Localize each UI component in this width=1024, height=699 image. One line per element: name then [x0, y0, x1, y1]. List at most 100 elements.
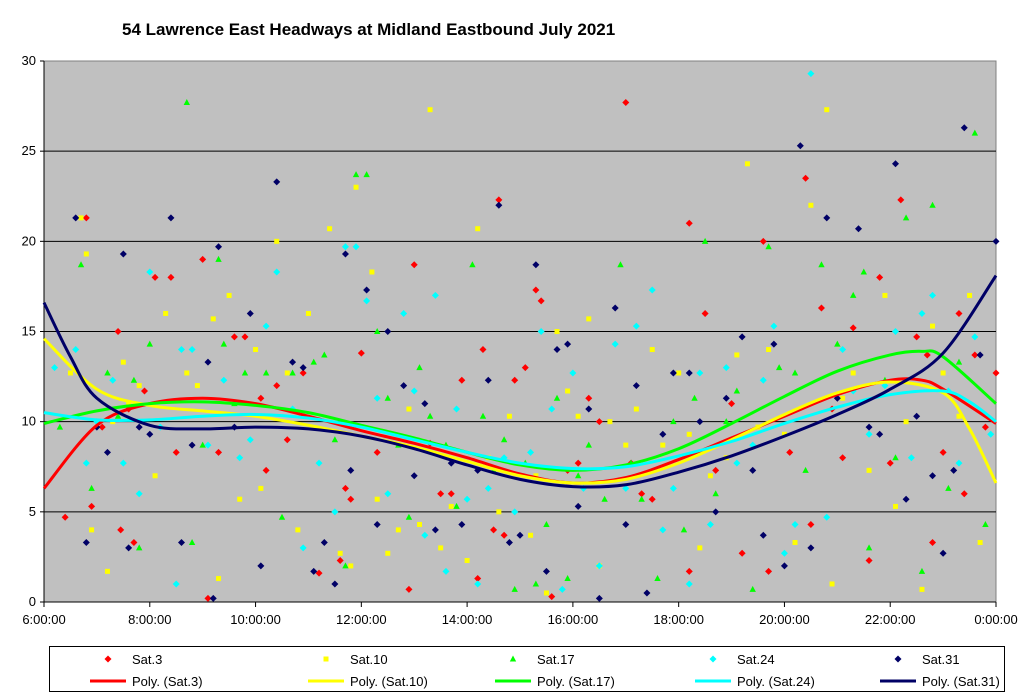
data-point	[882, 292, 888, 298]
data-point	[194, 383, 200, 389]
data-point	[733, 387, 741, 394]
data-point	[342, 562, 349, 569]
data-point	[775, 364, 783, 371]
data-point	[363, 171, 370, 178]
data-point	[807, 520, 815, 528]
data-point	[807, 70, 815, 78]
data-point	[574, 502, 582, 510]
legend-line	[695, 679, 731, 683]
data-point	[839, 346, 847, 354]
data-point	[834, 340, 841, 347]
data-point	[496, 509, 502, 515]
data-point	[791, 369, 799, 376]
trendlines	[42, 274, 998, 490]
data-point	[564, 340, 572, 348]
scatter-chart: 0 5 10 15 20 25 30 6:00:00 8:00:00 10:00:00 12:00…	[22, 53, 1018, 627]
data-point	[310, 567, 318, 575]
data-point	[532, 261, 540, 269]
data-point	[553, 346, 561, 354]
data-point	[320, 538, 328, 546]
data-point	[427, 107, 433, 113]
data-point	[648, 495, 656, 503]
data-point	[135, 490, 143, 498]
data-point	[632, 382, 640, 390]
data-point	[119, 250, 127, 258]
data-point	[89, 527, 95, 533]
data-point	[341, 484, 349, 492]
data-point	[352, 243, 360, 251]
data-point	[955, 358, 963, 365]
data-point	[289, 369, 296, 376]
data-point	[918, 567, 926, 574]
data-point	[78, 215, 84, 221]
data-point	[971, 129, 979, 136]
data-point	[83, 251, 89, 257]
data-point	[246, 436, 254, 444]
data-point	[51, 364, 59, 372]
data-point	[791, 520, 799, 528]
data-point	[126, 401, 132, 407]
data-point	[410, 261, 418, 269]
data-point	[500, 436, 508, 443]
data-point	[807, 544, 815, 552]
data-point	[172, 580, 180, 588]
data-point	[262, 322, 270, 330]
data-point	[327, 226, 333, 232]
legend-marker-shape	[709, 655, 717, 663]
data-point	[738, 333, 746, 341]
data-point	[712, 466, 720, 474]
data-point	[886, 459, 894, 467]
data-point	[374, 496, 380, 502]
data-point	[140, 387, 148, 395]
data-point	[902, 214, 910, 221]
data-point	[289, 358, 297, 366]
data-point	[82, 538, 90, 546]
legend-row-trendlines: Poly. (Sat.3) Poly. (Sat.10) Poly. (Sat.17…	[50, 670, 1004, 692]
data-point	[274, 238, 280, 244]
data-point	[849, 324, 857, 332]
data-point	[765, 243, 772, 250]
data-point	[463, 495, 471, 503]
legend-label: Poly. (Sat.24)	[737, 673, 815, 689]
data-point	[458, 376, 466, 384]
data-point	[759, 237, 767, 245]
legend-line	[308, 679, 344, 683]
x-tick-label: 12:00:00	[336, 612, 387, 627]
legend-marker-shape	[509, 655, 517, 662]
data-point	[373, 448, 381, 456]
data-point	[511, 508, 519, 516]
y-tick-label: 15	[22, 324, 36, 339]
data-point	[511, 376, 519, 384]
data-point	[88, 502, 96, 510]
legend-label: Poly. (Sat.10)	[350, 673, 428, 689]
data-point	[385, 550, 391, 556]
legend-item: Poly. (Sat.3)	[90, 670, 203, 692]
data-point	[369, 269, 375, 275]
data-point	[669, 369, 677, 377]
data-point	[135, 423, 143, 431]
data-point	[395, 527, 401, 533]
data-point	[892, 328, 900, 335]
data-point	[72, 214, 80, 222]
gridlines	[44, 150, 996, 513]
data-point	[215, 243, 223, 251]
data-point	[633, 406, 639, 412]
data-point	[104, 568, 110, 574]
data-point	[850, 370, 856, 376]
data-point	[977, 539, 983, 545]
data-point	[188, 441, 196, 449]
data-point	[728, 400, 736, 408]
data-point	[543, 590, 549, 596]
data-point	[447, 490, 455, 498]
data-point	[930, 323, 936, 329]
data-point	[918, 309, 926, 317]
data-point	[982, 520, 989, 527]
data-point	[469, 261, 476, 268]
data-point	[347, 495, 355, 503]
data-point	[505, 538, 513, 546]
data-point	[722, 394, 730, 402]
data-point	[410, 472, 418, 480]
data-point	[956, 413, 962, 419]
data-point	[495, 201, 503, 209]
legend-marker	[104, 655, 112, 663]
